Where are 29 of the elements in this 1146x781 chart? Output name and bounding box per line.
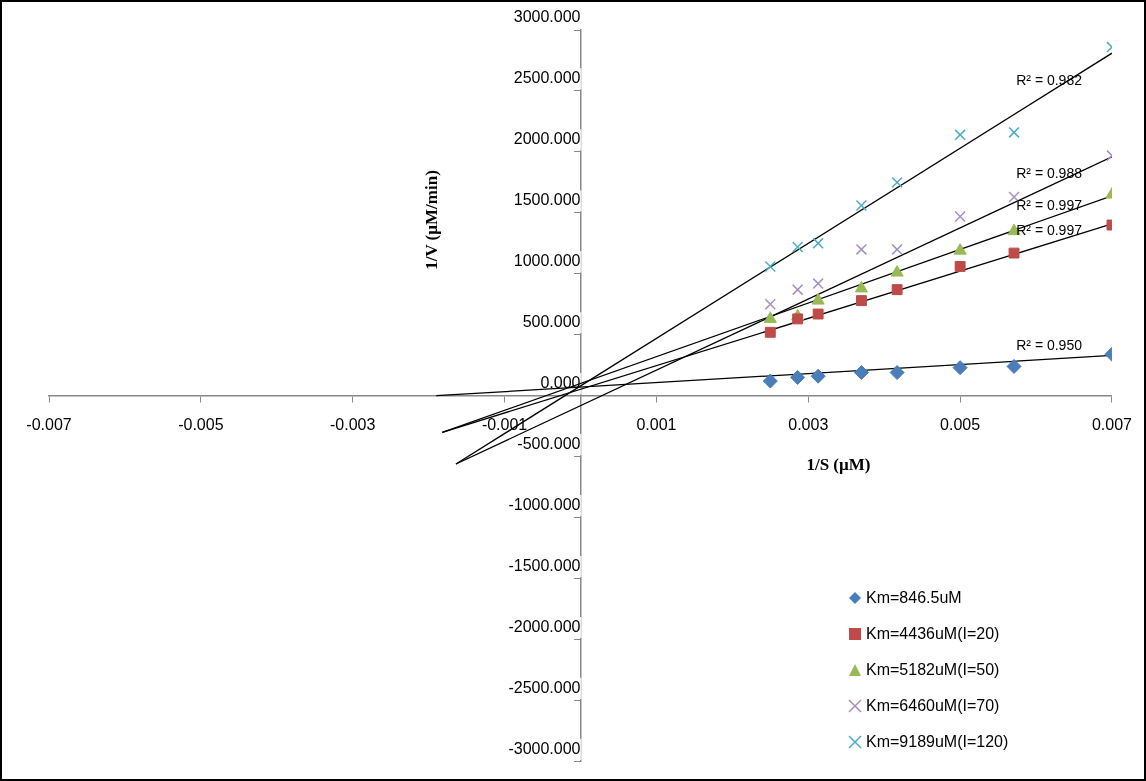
- y-tick-label: -1000.000: [508, 496, 581, 514]
- x-tick-label: 0.007: [1091, 415, 1133, 433]
- legend-label: Km=4436uM(I=20): [866, 625, 1000, 643]
- y-tick-label: -500.000: [517, 435, 581, 453]
- y-tick-label: 500.000: [522, 313, 581, 331]
- y-tick-label: -3000.000: [508, 739, 581, 757]
- x-tick-label: 0.005: [940, 415, 981, 433]
- y-tick-label: 2500.000: [513, 69, 581, 87]
- x-tick-label: 0.003: [788, 415, 829, 433]
- legend-label: Km=9189uM(I=120): [866, 733, 1009, 751]
- legend-label: Km=846.5uM: [866, 589, 962, 607]
- y-tick-label: 0.000: [540, 374, 581, 392]
- y-tick-label: -2500.000: [508, 678, 581, 696]
- y-tick-label: -2000.000: [508, 617, 581, 635]
- x-tick-label: 0.001: [636, 415, 677, 433]
- x-tick-label: -0.005: [178, 415, 224, 433]
- y-tick-label: -1500.000: [508, 556, 581, 574]
- annotation: R² = 0.950: [1016, 337, 1083, 354]
- annotation: R² = 0.997: [1016, 196, 1083, 213]
- legend-label: Km=6460uM(I=70): [866, 697, 1000, 715]
- y-tick-label: 2000.000: [513, 130, 581, 148]
- y-tick-label: 1500.000: [513, 191, 581, 209]
- x-axis-title: 1/S (µM): [806, 455, 871, 475]
- x-tick-label: -0.003: [330, 415, 376, 433]
- y-tick-label: 3000.000: [513, 8, 581, 26]
- y-axis-title: 1/V (µM/min): [421, 170, 441, 270]
- legend-label: Km=5182uM(I=50): [866, 661, 1000, 679]
- x-tick-label: -0.007: [26, 415, 72, 433]
- y-tick-label: 1000.000: [513, 252, 581, 270]
